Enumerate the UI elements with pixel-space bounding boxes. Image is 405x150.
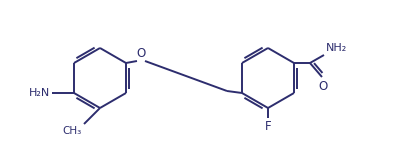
Text: CH₃: CH₃ <box>63 126 82 136</box>
Text: O: O <box>318 80 328 93</box>
Text: NH₂: NH₂ <box>326 43 347 53</box>
Text: H₂N: H₂N <box>29 88 50 98</box>
Text: O: O <box>136 47 146 60</box>
Text: F: F <box>265 120 271 133</box>
